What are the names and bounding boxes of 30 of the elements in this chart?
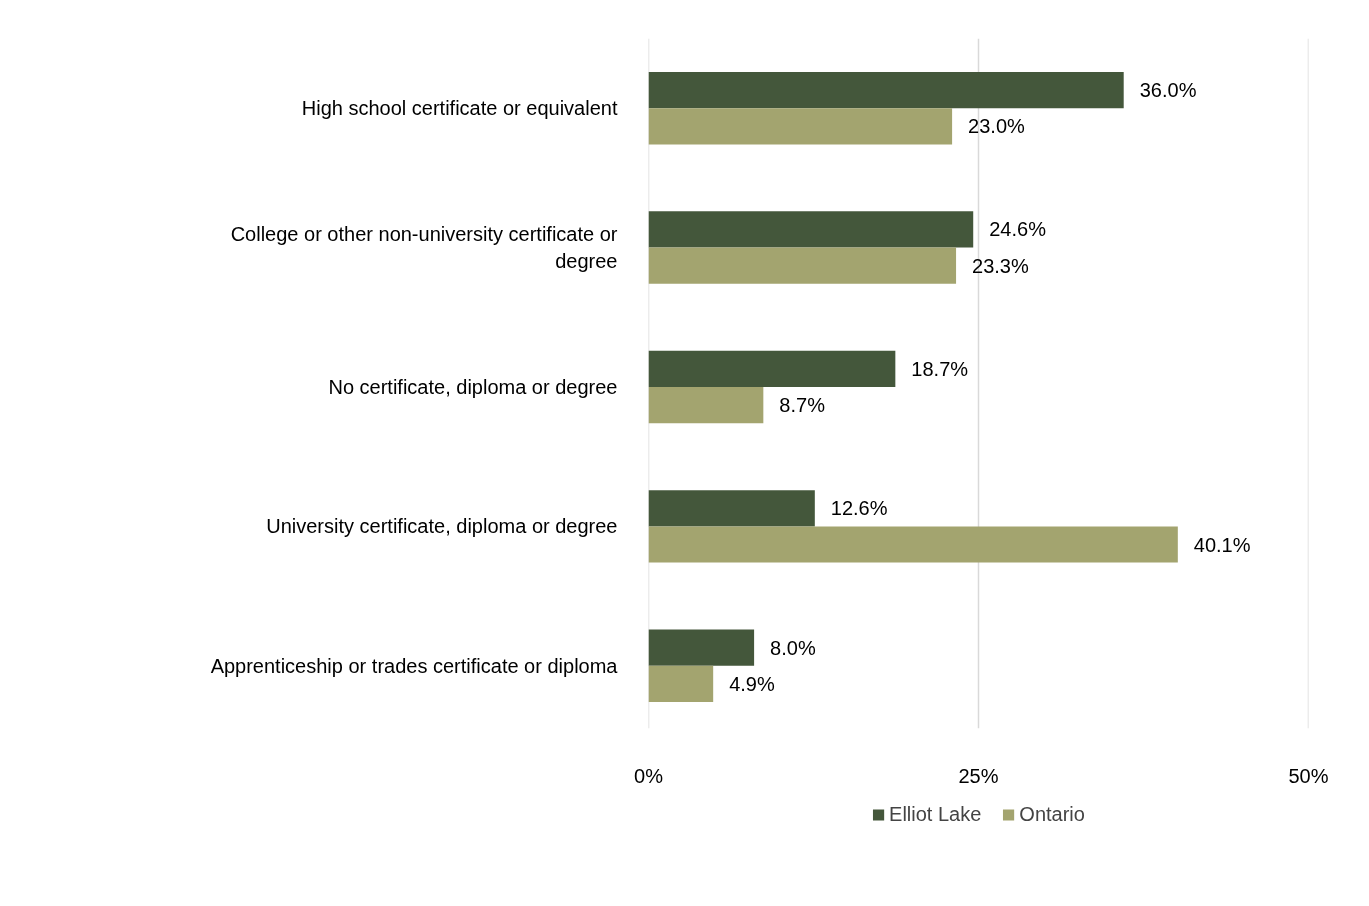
- x-tick-label: 25%: [958, 764, 999, 787]
- data-label: 8.0%: [770, 636, 816, 659]
- y-tick-label: Apprenticeship or trades certificate or diploma: [210, 654, 619, 677]
- bar: [648, 629, 755, 666]
- bar: [648, 665, 714, 703]
- data-label: 8.7%: [779, 394, 826, 417]
- data-label: 23.0%: [968, 115, 1026, 138]
- data-label: 12.6%: [830, 497, 888, 520]
- data-label: 18.7%: [911, 357, 969, 380]
- data-label: 4.9%: [729, 672, 775, 695]
- bar: [648, 247, 957, 284]
- data-label: 23.3%: [972, 254, 1029, 277]
- y-tick-label: University certificate, diploma or degree: [266, 515, 618, 538]
- y-tick-label: No certificate, diploma or degree: [328, 375, 618, 398]
- bar: [648, 211, 974, 248]
- y-tick-label: College or other non-university certificate or degree: [230, 223, 618, 272]
- bar: [648, 526, 1178, 563]
- x-tick-label: 0%: [634, 764, 664, 787]
- data-label: 36.0%: [1139, 79, 1197, 102]
- legend-label: Elliot Lake: [889, 802, 982, 826]
- x-tick-label: 50%: [1288, 764, 1329, 787]
- bar: [648, 108, 953, 145]
- bar: [648, 71, 1124, 109]
- y-tick-label: High school certificate or equivalent: [301, 97, 618, 120]
- bar: [648, 350, 896, 387]
- data-label: 24.6%: [989, 218, 1047, 241]
- bar: [648, 386, 764, 424]
- bar: [648, 490, 815, 527]
- legend-label: Ontario: [1019, 802, 1085, 826]
- data-label: 40.1%: [1193, 533, 1251, 556]
